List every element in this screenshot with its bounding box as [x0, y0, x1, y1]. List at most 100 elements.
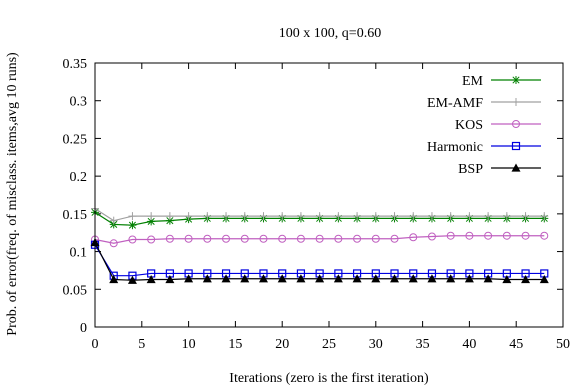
data-point-em-amf	[353, 212, 362, 221]
x-tick-label: 0	[92, 337, 99, 352]
plot-frame	[94, 62, 564, 328]
data-point-kos	[390, 234, 399, 243]
data-point-kos	[222, 234, 231, 243]
data-point-bsp	[333, 274, 343, 283]
legend-label-bsp: BSP	[458, 162, 483, 177]
data-point-kos	[540, 231, 549, 240]
data-point-em-amf	[371, 212, 380, 221]
data-point-bsp	[408, 274, 418, 283]
data-point-em-amf	[390, 212, 399, 221]
y-tick-label: 0.1	[70, 246, 88, 261]
data-point-kos	[165, 234, 174, 243]
y-tick-label: 0.35	[63, 57, 88, 72]
legend: EM EM-AMF KOS Harmonic BSP	[427, 74, 541, 177]
x-tick-label: 25	[322, 337, 336, 352]
data-point-bsp	[146, 274, 156, 284]
data-point-em-amf	[278, 212, 287, 221]
data-point-kos	[371, 234, 380, 243]
data-point-em-amf	[109, 216, 118, 225]
data-point-kos	[147, 235, 156, 244]
data-point-bsp	[127, 275, 137, 284]
data-point-bsp	[240, 274, 250, 283]
data-point-bsp	[184, 274, 194, 283]
data-point-kos	[409, 233, 418, 242]
legend-marker-kos	[512, 120, 520, 128]
data-point-kos	[446, 231, 455, 240]
data-point-em-amf	[240, 212, 249, 221]
series-em-amf	[91, 204, 549, 225]
data-point-em-amf	[147, 212, 156, 221]
data-point-kos	[184, 234, 193, 243]
data-point-kos	[109, 239, 118, 248]
data-point-kos	[296, 234, 305, 243]
series-harmonic	[90, 240, 549, 280]
y-tick-label: 0.25	[63, 132, 88, 147]
data-point-em-amf	[540, 212, 549, 221]
series-kos	[91, 231, 549, 248]
legend-marker-em-amf	[512, 98, 520, 106]
data-point-bsp	[539, 274, 549, 284]
legend-label-harmonic: Harmonic	[427, 140, 483, 155]
series-group	[90, 204, 549, 284]
series-bsp	[90, 238, 549, 284]
data-point-bsp	[352, 274, 362, 283]
data-point-bsp	[165, 274, 175, 284]
data-point-bsp	[202, 274, 212, 283]
data-point-bsp	[221, 274, 231, 283]
data-point-bsp	[109, 274, 119, 284]
data-point-kos	[353, 234, 362, 243]
x-tick-label: 45	[509, 337, 523, 352]
legend-label-kos: KOS	[455, 118, 483, 133]
data-point-bsp	[502, 274, 512, 284]
data-point-kos	[203, 234, 212, 243]
series-line-harmonic	[94, 244, 545, 277]
data-point-em-amf	[409, 212, 418, 221]
data-point-em-amf	[521, 212, 530, 221]
x-tick-label: 5	[138, 337, 145, 352]
data-point-bsp	[390, 274, 400, 283]
data-point-em-amf	[502, 212, 511, 221]
data-point-em-amf	[446, 212, 455, 221]
legend-marker-em	[512, 76, 520, 84]
data-point-kos	[465, 231, 474, 240]
data-point-em	[128, 221, 137, 230]
data-point-em-amf	[128, 212, 137, 221]
x-tick-label: 35	[416, 337, 430, 352]
legend-marker-bsp	[511, 163, 521, 172]
x-tick-label: 10	[182, 337, 196, 352]
data-point-em-amf	[165, 212, 174, 221]
legend-label-em-amf: EM-AMF	[427, 96, 483, 111]
data-point-em-amf	[259, 212, 268, 221]
data-point-kos	[502, 231, 511, 240]
data-point-kos	[427, 232, 436, 241]
data-point-kos	[521, 231, 530, 240]
data-point-em-amf	[465, 212, 474, 221]
data-point-bsp	[427, 274, 437, 283]
data-point-bsp	[258, 274, 268, 283]
data-point-bsp	[315, 274, 325, 283]
data-point-bsp	[371, 274, 381, 283]
chart-title: 100 x 100, q=0.60	[279, 26, 381, 41]
x-tick-label: 50	[556, 337, 570, 352]
legend-marker-harmonic	[511, 141, 521, 151]
y-tick-label: 0.2	[70, 170, 88, 185]
axes: 0 5 10 15 20 25 30 35 40 45 50 0 0.05 0.1 0.15 0.2 0.25 0…	[63, 57, 571, 352]
x-tick-label: 30	[369, 337, 383, 352]
data-point-em-amf	[427, 212, 436, 221]
data-point-em-amf	[484, 212, 493, 221]
x-axis-label: Iterations (zero is the first iteration)	[229, 371, 429, 386]
data-point-bsp	[296, 274, 306, 283]
data-point-kos	[128, 235, 137, 244]
y-axis-label: Prob. of error(freq. of misclass. items,…	[5, 52, 20, 336]
data-point-kos	[259, 234, 268, 243]
data-point-em-amf	[334, 212, 343, 221]
data-point-kos	[278, 234, 287, 243]
data-point-bsp	[464, 274, 474, 283]
series-line-kos	[94, 235, 545, 244]
data-point-em-amf	[296, 212, 305, 221]
legend-label-em: EM	[462, 74, 484, 89]
data-point-bsp	[483, 274, 493, 283]
data-point-kos	[484, 231, 493, 240]
y-tick-label: 0.05	[63, 283, 88, 298]
